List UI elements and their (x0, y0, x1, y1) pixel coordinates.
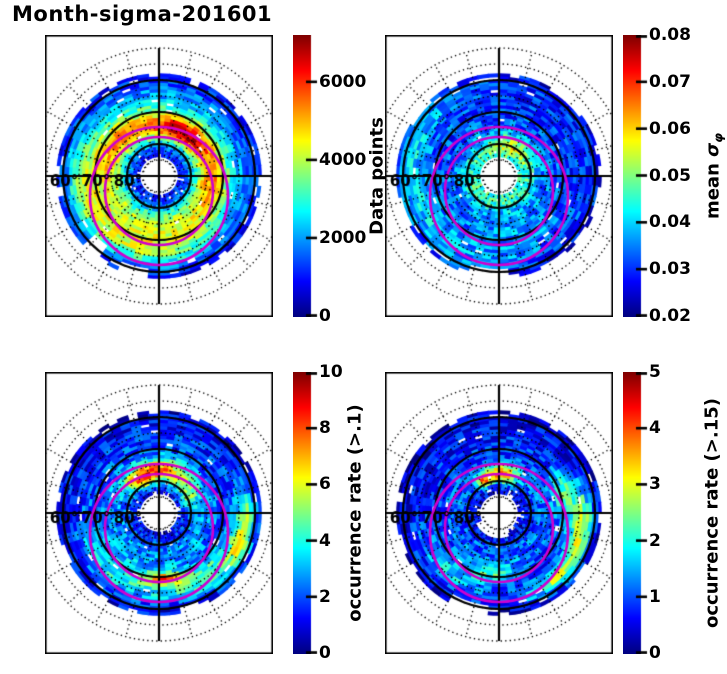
polar-plot-occurrence-rate-gt-0.1 (45, 372, 273, 654)
colorbar-axis-label-text: φ (710, 132, 726, 143)
colorbar-axis-label-text: mean (702, 156, 724, 220)
colorbar-tick-label: 2 (319, 586, 331, 607)
colorbar-tick-label: 0 (649, 643, 661, 663)
colorbar-axis-label-text: Data points (366, 117, 388, 235)
colorbar-tick-label: 0.04 (649, 212, 691, 233)
colorbar-tick-label: 0.06 (649, 118, 691, 139)
colorbar-tick-label: 6000 (319, 71, 367, 92)
colorbar-tick-label: 2 (649, 530, 661, 551)
colorbar-tick-label: 4 (319, 530, 331, 551)
colorbar-axis-label-text: occurrence rate (>.1) (344, 404, 366, 622)
polar-plot-data-points (45, 35, 273, 317)
colorbar-tick-label: 1 (649, 586, 661, 607)
colorbar-tick-label: 8 (319, 418, 331, 439)
colorbar-data-points: Data points 0 2000 4000 6000 (293, 35, 433, 326)
colorbar-tick-label: 0.08 (649, 25, 691, 45)
colorbar-tick-label: 0.05 (649, 165, 691, 186)
colorbar-tick-label: 4 (649, 418, 661, 439)
colorbar-tick-label: 0.02 (649, 306, 691, 326)
colorbar-tick-label: 0.03 (649, 259, 691, 280)
colorbar-axis-label: occurrence rate (>.1) (345, 404, 366, 621)
colorbar-tick-label: 0 (319, 643, 331, 663)
colorbar-axis-label: Data points (367, 117, 388, 235)
colorbar-axis-label-text: σ (702, 142, 724, 157)
colorbar-axis-label: occurrence rate (>.15) (702, 398, 723, 628)
colorbar-occurrence-rate-gt-0.15: occurrence rate (>.15) 0 1 2 3 4 5 (623, 362, 727, 663)
colorbar-gradient (623, 372, 649, 654)
polar-plot-occurrence-rate-gt-0.15 (385, 372, 613, 654)
polar-plot-mean-sigma-phi (385, 35, 613, 317)
colorbar-gradient (623, 35, 649, 317)
colorbar-tick-label: 0 (319, 306, 331, 326)
colorbar-occurrence-rate-gt-0.1: occurrence rate (>.1) 0 2 4 6 8 10 (293, 362, 433, 663)
colorbar-tick-label: 2000 (319, 227, 367, 248)
colorbar-axis-label-text: occurrence rate (>.15) (701, 398, 723, 628)
colorbar-tick-label: 10 (319, 362, 343, 382)
colorbar-tick-label: 0.07 (649, 71, 691, 92)
colorbar-gradient (293, 35, 319, 317)
colorbar-tick-label: 6 (319, 474, 331, 495)
colorbar-tick-label: 4000 (319, 149, 367, 170)
figure-title: Month-sigma-201601 (12, 2, 273, 26)
colorbar-tick-label: 3 (649, 474, 661, 495)
colorbar-gradient (293, 372, 319, 654)
colorbar-tick-label: 5 (649, 362, 661, 382)
colorbar-mean-sigma-phi: mean σφ 0.02 0.03 0.04 0.05 0.06 0.07 0.08 (623, 25, 727, 326)
colorbar-axis-label: mean σφ (702, 133, 725, 219)
